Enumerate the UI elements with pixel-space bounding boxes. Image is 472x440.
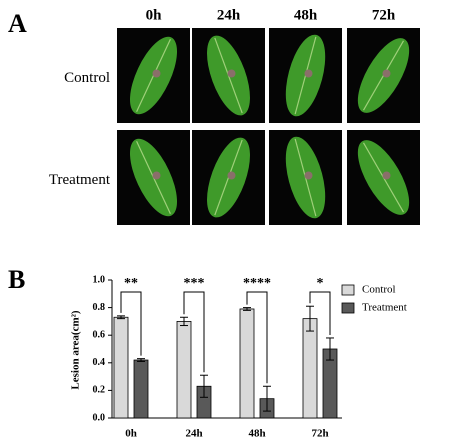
x-tick-label: 0h — [125, 428, 137, 440]
column-label: 48h — [294, 7, 318, 23]
significance-label: **** — [243, 276, 271, 291]
lesion — [227, 69, 236, 78]
bar — [239, 308, 255, 419]
y-tick-label: 0.8 — [93, 302, 106, 313]
bar — [176, 320, 192, 419]
y-tick-label: 0.6 — [93, 329, 106, 340]
lesion — [152, 69, 161, 78]
bar — [113, 316, 129, 419]
column-label: 72h — [372, 7, 396, 23]
significance-label: ** — [124, 276, 138, 291]
x-tick-label: 24h — [185, 428, 202, 440]
y-tick-label: 1.0 — [93, 274, 106, 285]
significance-bracket — [183, 291, 205, 373]
lesion — [227, 171, 236, 180]
significance-label: *** — [184, 276, 205, 291]
legend-label: Treatment — [362, 302, 407, 314]
legend-swatch — [341, 284, 355, 296]
panel-label: A — [8, 9, 27, 38]
row-label: Control — [64, 70, 110, 86]
x-tick-label: 72h — [311, 428, 328, 440]
legend-swatch — [341, 302, 355, 314]
lesion — [152, 171, 161, 180]
panel-label: B — [8, 265, 25, 294]
lesion — [382, 171, 391, 180]
legend-label: Control — [362, 284, 396, 296]
bar — [302, 318, 318, 419]
significance-label: * — [317, 276, 324, 291]
row-label: Treatment — [49, 172, 111, 188]
lesion — [382, 69, 391, 78]
significance-bracket — [309, 291, 331, 335]
x-tick-label: 48h — [248, 428, 265, 440]
lesion — [304, 171, 313, 180]
y-tick-label: 0.2 — [93, 385, 106, 396]
column-label: 24h — [217, 7, 241, 23]
y-tick-label: 0.0 — [93, 412, 106, 423]
bar — [133, 359, 149, 419]
lesion — [304, 69, 313, 78]
column-label: 0h — [146, 7, 163, 23]
y-axis-label: Lesion area(cm²) — [70, 310, 82, 389]
significance-bracket — [246, 291, 268, 384]
significance-bracket — [120, 291, 142, 356]
y-tick-label: 0.4 — [93, 357, 106, 368]
